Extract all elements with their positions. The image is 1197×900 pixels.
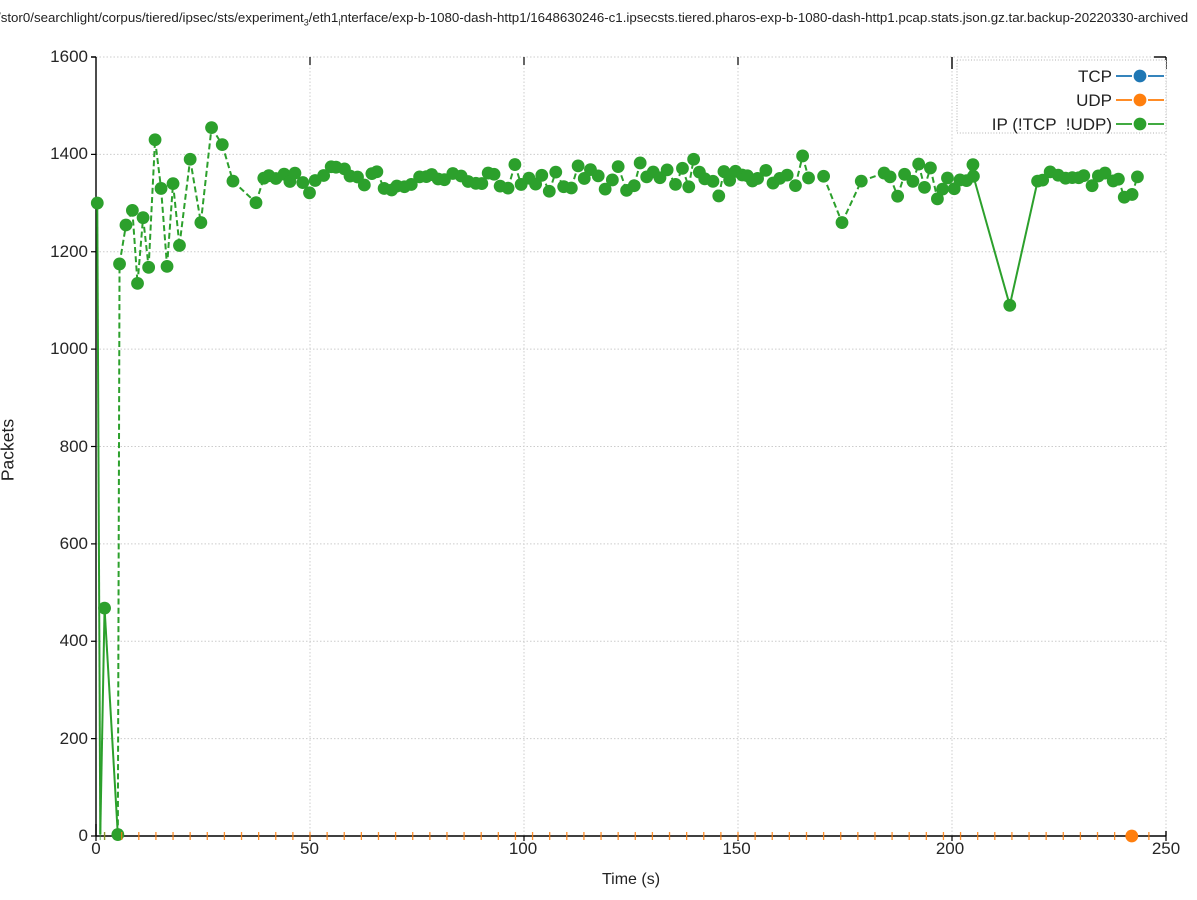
svg-text:TCP: TCP — [1078, 67, 1112, 86]
svg-text:UDP: UDP — [1076, 91, 1112, 110]
svg-text:IP (!TCP !UDP): IP (!TCP !UDP) — [992, 115, 1112, 134]
